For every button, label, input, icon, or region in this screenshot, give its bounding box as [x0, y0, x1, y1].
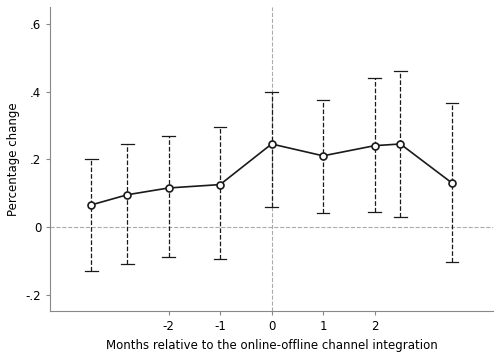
Point	[370, 143, 378, 149]
X-axis label: Months relative to the online-offline channel integration: Months relative to the online-offline ch…	[106, 339, 438, 352]
Y-axis label: Percentage change: Percentage change	[7, 102, 20, 216]
Point	[319, 153, 327, 159]
Point	[88, 202, 96, 208]
Point	[124, 192, 132, 197]
Point	[396, 141, 404, 147]
Point	[164, 185, 172, 191]
Point	[216, 182, 224, 187]
Point	[448, 180, 456, 186]
Point	[268, 141, 276, 147]
